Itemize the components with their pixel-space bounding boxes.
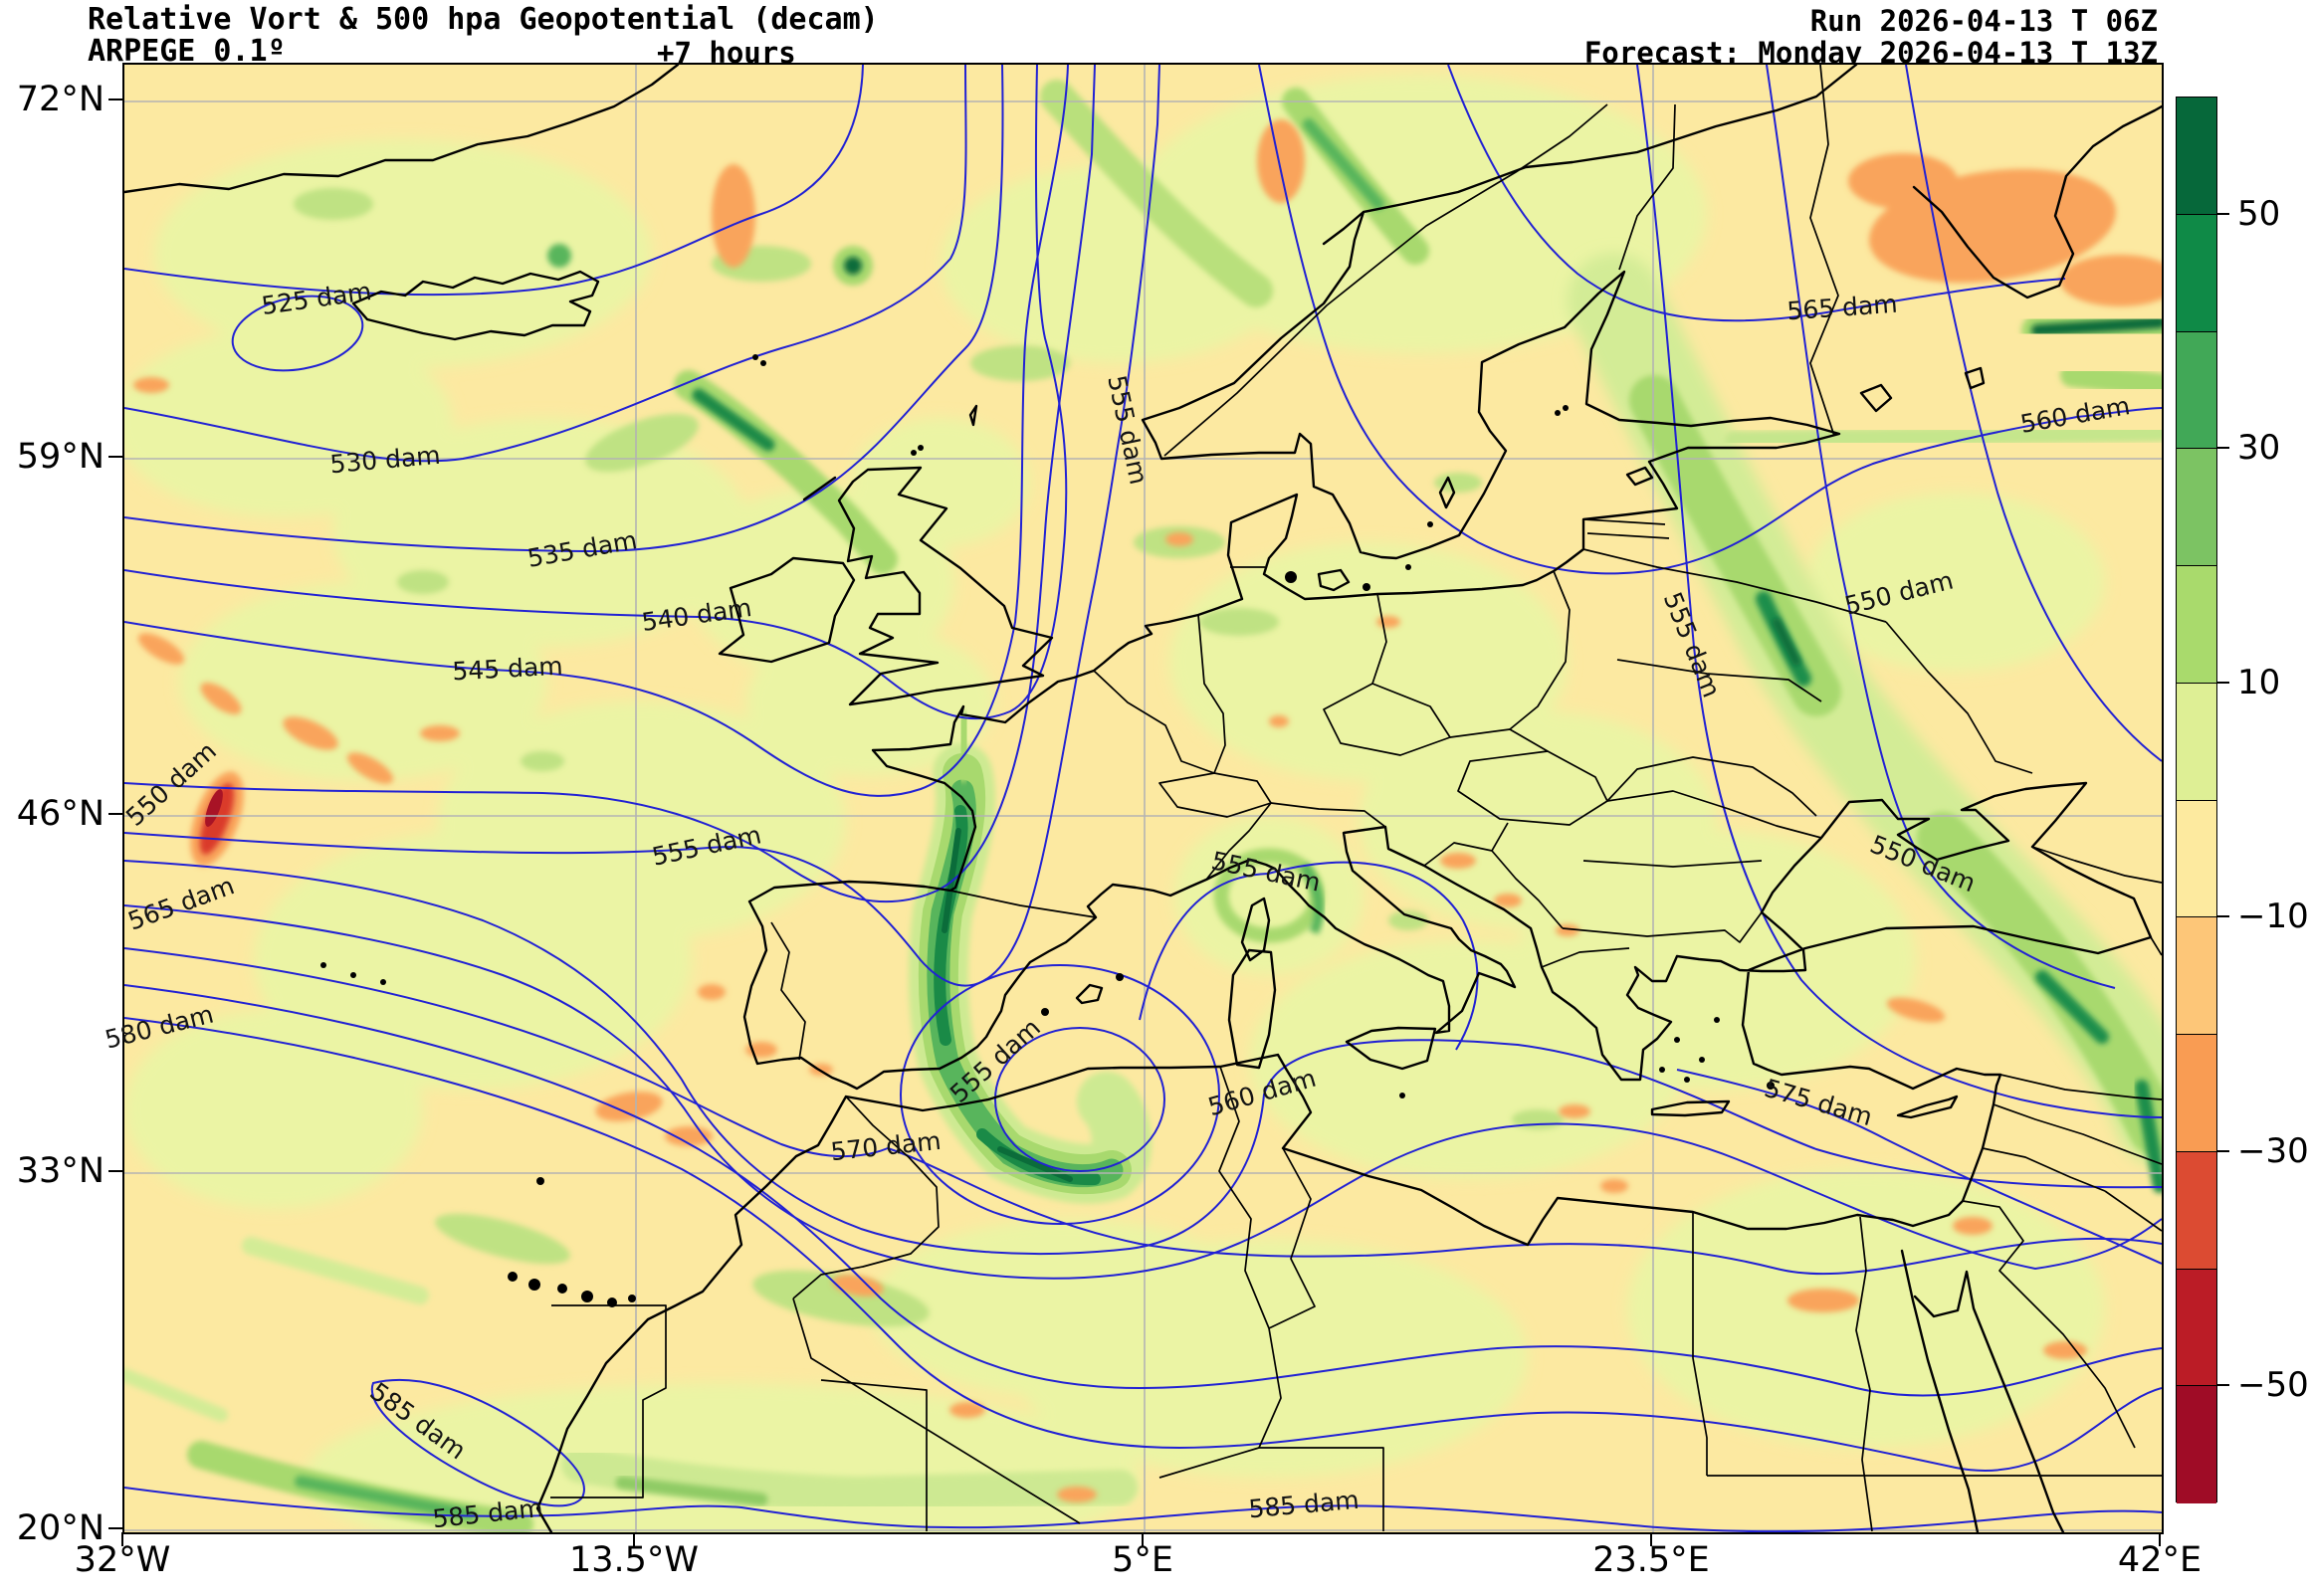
colorbar-tick-label: 10: [2237, 662, 2281, 702]
colorbar-tick-label: 30: [2237, 428, 2281, 469]
y-axis-tickmark: [108, 1527, 122, 1529]
map-plot-area: [122, 63, 2164, 1534]
small-islands: [320, 354, 1775, 1307]
x-axis-tick-label: 5°E: [1112, 1540, 1173, 1580]
y-axis-tick-label: 20°N: [16, 1508, 105, 1548]
y-axis-tick-label: 59°N: [16, 437, 105, 477]
colorbar-segment: [2177, 917, 2216, 1035]
colorbar-segment: [2177, 449, 2216, 566]
colorbar-segment: [2177, 683, 2216, 801]
contour-label: 545 dam: [451, 651, 564, 687]
x-axis-tickmark: [121, 1532, 123, 1546]
colorbar-segment: [2177, 1386, 2216, 1503]
colorbar-tick-label: 50: [2237, 193, 2281, 234]
colorbar-segment: [2177, 800, 2216, 918]
colorbar-segment: [2177, 566, 2216, 684]
x-axis-tickmark: [1650, 1532, 1652, 1546]
x-axis-tick-label: 32°W: [74, 1540, 171, 1580]
country-borders: [550, 65, 2162, 1532]
colorbar-segment: [2177, 214, 2216, 332]
run-time-label: Run 2026-04-13 T 06Z: [1809, 4, 2158, 38]
colorbar-segment: [2177, 98, 2216, 215]
colorbar-segment: [2177, 1035, 2216, 1152]
y-axis-tick-label: 33°N: [16, 1151, 105, 1191]
x-axis-tick-label: 23.5°E: [1592, 1540, 1710, 1580]
colorbar-tickmark: [2217, 681, 2229, 684]
graticule-gridlines: [124, 65, 2162, 1532]
x-axis-tick-label: 13.5°W: [568, 1540, 700, 1580]
vorticity-fill-layer: [124, 75, 2162, 1532]
vorticity-colorbar: [2176, 97, 2217, 1503]
colorbar-tickmark: [2217, 447, 2229, 450]
colorbar-segment: [2177, 1151, 2216, 1270]
x-axis-tick-label: 42°E: [2117, 1540, 2203, 1580]
colorbar-segment: [2177, 331, 2216, 450]
colorbar-tickmark: [2217, 1384, 2229, 1387]
y-axis-tickmark: [108, 456, 122, 458]
colorbar-tick-label: −50: [2237, 1365, 2309, 1406]
x-axis-tickmark: [1142, 1532, 1144, 1546]
y-axis-tick-label: 46°N: [16, 794, 105, 834]
figure-title: Relative Vort & 500 hpa Geopotential (de…: [88, 2, 879, 37]
colorbar-tickmark: [2217, 1149, 2229, 1152]
y-axis-tick-label: 72°N: [16, 80, 105, 119]
colorbar-tick-label: −30: [2237, 1130, 2309, 1171]
colorbar-tickmark: [2217, 212, 2229, 215]
colorbar-tick-label: −10: [2237, 897, 2309, 937]
x-axis-tickmark: [633, 1532, 635, 1546]
x-axis-tickmark: [2159, 1532, 2161, 1546]
y-axis-tickmark: [108, 99, 122, 100]
y-axis-tickmark: [108, 1170, 122, 1172]
y-axis-tickmark: [108, 813, 122, 815]
map-canvas: [124, 65, 2162, 1532]
colorbar-tickmark: [2217, 915, 2229, 918]
colorbar-segment: [2177, 1269, 2216, 1387]
